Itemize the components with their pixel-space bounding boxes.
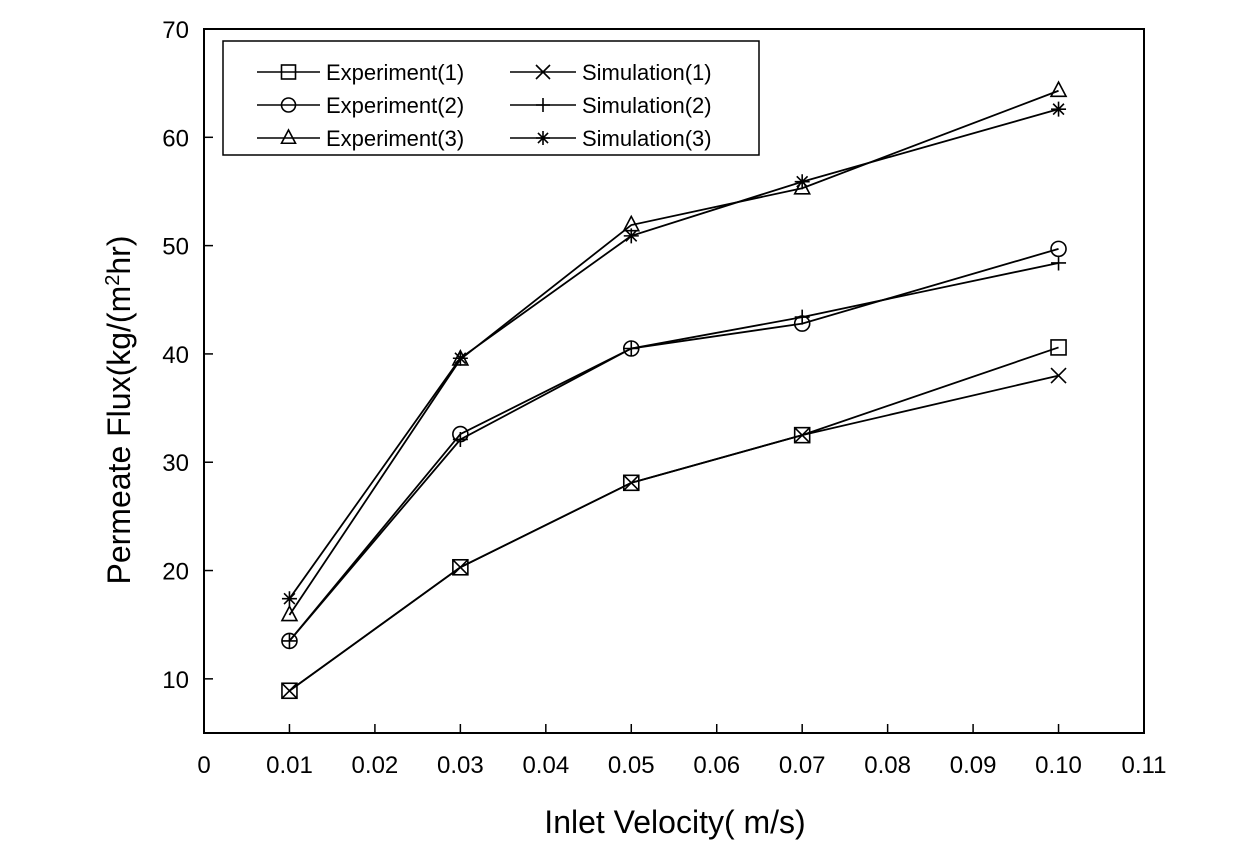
x-tick-label: 0.11	[1122, 752, 1167, 779]
x-tick-label: 0	[197, 752, 210, 779]
x-tick-label: 0.07	[779, 752, 826, 779]
y-tick-label: 40	[162, 342, 189, 369]
series-line	[288, 89, 1059, 616]
series-layer	[280, 80, 1068, 700]
data-point	[623, 474, 640, 491]
legend-item: Simulation(3)	[510, 126, 712, 151]
data-point	[1051, 101, 1067, 117]
series-x	[281, 367, 1067, 699]
y-tick-label: 60	[162, 125, 189, 152]
legend-item: Experiment(1)	[257, 60, 464, 85]
series-line	[288, 248, 1059, 642]
legend-label: Experiment(3)	[326, 126, 464, 151]
x-tick-label: 0.08	[864, 752, 911, 779]
data-point	[452, 558, 469, 576]
legend-label: Simulation(2)	[582, 93, 712, 118]
y-tick-label: 20	[162, 559, 189, 586]
legend-marker	[535, 64, 551, 80]
y-axis-title-main: Permeate Flux(kg/(m	[101, 286, 137, 585]
x-tick-label: 0.05	[608, 752, 655, 779]
data-point	[452, 350, 468, 366]
series-plus	[281, 255, 1067, 649]
data-point	[794, 174, 810, 190]
data-point	[623, 341, 639, 357]
y-tick-label: 30	[162, 450, 189, 477]
series-asterisk	[281, 101, 1067, 607]
y-axis-title-tail: hr)	[101, 236, 137, 275]
legend-marker	[280, 128, 297, 145]
legend-label: Experiment(1)	[326, 60, 464, 85]
legend-marker	[536, 131, 550, 145]
y-axis-title-sup: 2	[102, 275, 124, 286]
x-tick-label: 0.03	[437, 752, 484, 779]
legend-item: Simulation(2)	[510, 93, 712, 118]
data-point	[1050, 367, 1067, 384]
data-point	[452, 431, 468, 447]
data-point	[793, 177, 812, 195]
legend-marker	[280, 97, 297, 113]
data-point	[281, 633, 297, 649]
legend-item: Simulation(1)	[510, 60, 712, 85]
y-axis-title: Permeate Flux(kg/(m2hr)	[101, 236, 137, 585]
data-point	[622, 474, 640, 492]
y-axis-ticks: 10 20 30 40 50 60 70	[162, 17, 213, 694]
y-tick-label: 10	[162, 667, 189, 694]
x-tick-label: 0.09	[950, 752, 997, 779]
data-point	[1050, 339, 1067, 356]
legend-box	[222, 40, 760, 156]
legend-marker	[280, 64, 297, 80]
data-point	[452, 559, 469, 576]
data-point	[1049, 80, 1068, 98]
data-point	[794, 427, 811, 444]
series-triangle	[280, 80, 1068, 622]
data-point	[280, 604, 299, 622]
series-square	[281, 339, 1067, 700]
plot-area-frame	[203, 28, 1145, 734]
data-point	[281, 682, 298, 699]
x-axis-title: Inlet Velocity( m/s)	[544, 804, 805, 840]
data-point	[623, 228, 639, 244]
data-point	[1051, 255, 1067, 271]
legend-label: Simulation(3)	[582, 126, 712, 151]
series-line	[288, 374, 1059, 692]
legend: Experiment(1) Experiment(2) Experiment(3) S…	[222, 40, 760, 156]
data-point	[281, 682, 298, 700]
series-line	[288, 262, 1059, 642]
y-tick-label: 70	[162, 17, 189, 44]
legend-item: Experiment(3)	[257, 126, 464, 151]
x-tick-label: 0.10	[1035, 752, 1082, 779]
legend-label: Simulation(1)	[582, 60, 712, 85]
legend-marker	[536, 98, 550, 112]
series-line	[288, 346, 1059, 692]
data-point	[794, 309, 810, 325]
legend-item: Experiment(2)	[257, 93, 464, 118]
legend-label: Experiment(2)	[326, 93, 464, 118]
x-tick-label: 0.04	[522, 752, 569, 779]
y-tick-label: 50	[162, 234, 189, 261]
x-tick-label: 0.06	[693, 752, 740, 779]
data-point	[281, 591, 297, 607]
x-axis-ticks: 0 0.01 0.02 0.03 0.04 0.05 0.06 0.07 0.08 0.09 0.1…	[197, 724, 1166, 779]
x-tick-label: 0.02	[352, 752, 399, 779]
series-line	[288, 108, 1059, 600]
data-point	[793, 426, 811, 444]
x-tick-label: 0.01	[266, 752, 313, 779]
